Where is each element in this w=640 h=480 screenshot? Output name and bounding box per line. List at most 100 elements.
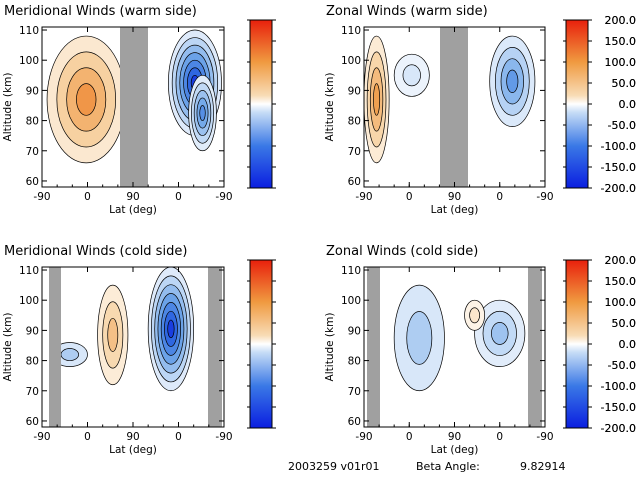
colorbar-tick-label: -50.0 bbox=[608, 119, 636, 132]
y-tick-label: 70 bbox=[26, 386, 39, 398]
x-tick-label: -90 bbox=[33, 191, 50, 203]
colorbar-tick-label: 150.0 bbox=[605, 275, 637, 288]
data-gap-2 bbox=[528, 267, 542, 427]
y-axis-label: Altitude (km) bbox=[324, 73, 336, 142]
x-tick-label: 0 bbox=[496, 191, 503, 203]
chart-title: Zonal Winds (warm side) bbox=[326, 4, 488, 19]
x-tick-label: -90 bbox=[215, 191, 232, 203]
x-tick-label: -90 bbox=[355, 191, 372, 203]
y-tick-label: 80 bbox=[26, 116, 39, 128]
y-axis-label: Altitude (km) bbox=[324, 313, 336, 382]
x-tick-label: 0 bbox=[175, 191, 182, 203]
data-gap-1 bbox=[440, 27, 468, 187]
x-tick-label: 0 bbox=[84, 191, 91, 203]
contour-positive-3-level-2 bbox=[469, 307, 480, 324]
y-tick-label: 110 bbox=[19, 25, 39, 37]
y-tick-label: 80 bbox=[348, 356, 361, 368]
x-tick-label: 90 bbox=[126, 191, 139, 203]
colorbar-tick-label: 150.0 bbox=[605, 35, 637, 48]
y-axis-label: Altitude (km) bbox=[2, 313, 14, 382]
colorbar-tick-label: -100.0 bbox=[601, 140, 636, 153]
colorbar-tick-label: -150.0 bbox=[601, 161, 636, 174]
footer-beta-value: 9.82914 bbox=[520, 460, 566, 473]
colorbar-tick-label: -100.0 bbox=[601, 380, 636, 393]
x-axis-label: Lat (deg) bbox=[431, 444, 479, 456]
colorbar-3: 200.0 150.0 100.0 50.0 0.0 -50.0 -100.0 -150.0 -… bbox=[247, 254, 636, 435]
footer-beta-label: Beta Angle: bbox=[416, 460, 480, 473]
footer-id-text: 2003259 v01r01 bbox=[288, 460, 380, 473]
y-tick-label: 80 bbox=[348, 116, 361, 128]
colorbar-gradient bbox=[249, 19, 273, 189]
colorbar-tick-label: -200.0 bbox=[601, 422, 636, 435]
x-tick-label: 0 bbox=[406, 191, 413, 203]
colorbar-tick-label: -150.0 bbox=[601, 401, 636, 414]
colorbar-gradient bbox=[249, 259, 273, 429]
x-tick-label: 90 bbox=[448, 191, 461, 203]
colorbar-tick-label: 50.0 bbox=[612, 317, 637, 330]
x-tick-label: 0 bbox=[84, 431, 91, 443]
x-tick-label: 0 bbox=[496, 431, 503, 443]
chart-panel-4: Zonal Winds (cold side) -90 0 90 0 -90 Lat (de… bbox=[324, 244, 554, 456]
y-tick-label: 60 bbox=[26, 176, 39, 188]
data-gap-1 bbox=[120, 27, 148, 187]
contour-negative-2-level-7 bbox=[167, 319, 175, 339]
contour-negative-2-level-3 bbox=[491, 321, 509, 345]
contour-negative-3-level-2 bbox=[60, 348, 80, 361]
x-axis-label: Lat (deg) bbox=[109, 444, 157, 456]
colorbar-tick-label: -150.0 bbox=[601, 401, 636, 414]
colorbar-tick-label: -50.0 bbox=[608, 359, 636, 372]
colorbar-2: 200.0 150.0 100.0 50.0 0.0 -50.0 -100.0 -150.0 -… bbox=[563, 14, 636, 195]
colorbar-tick-label: -150.0 bbox=[601, 161, 636, 174]
x-tick-label: 0 bbox=[175, 431, 182, 443]
contour-negative-3-level-4 bbox=[506, 69, 519, 94]
y-tick-label: 70 bbox=[348, 386, 361, 398]
x-tick-label: -90 bbox=[536, 191, 553, 203]
colorbar-1: 200.0 150.0 100.0 50.0 0.0 -50.0 -100.0 -150.0 -… bbox=[247, 14, 636, 195]
y-tick-label: 60 bbox=[348, 176, 361, 188]
chart-title: Meridional Winds (cold side) bbox=[4, 244, 187, 259]
colorbar-tick-label: -50.0 bbox=[608, 119, 636, 132]
y-tick-label: 90 bbox=[348, 325, 361, 337]
colorbar-tick-label: 0.0 bbox=[619, 338, 637, 351]
y-tick-label: 100 bbox=[341, 55, 361, 67]
y-tick-label: 70 bbox=[348, 146, 361, 158]
colorbar-tick-label: 0.0 bbox=[619, 98, 637, 111]
plot-area bbox=[364, 267, 545, 427]
x-tick-label: 90 bbox=[126, 431, 139, 443]
x-axis-label: Lat (deg) bbox=[109, 204, 157, 216]
colorbar-tick-label: 0.0 bbox=[619, 338, 637, 351]
colorbar-tick-label: 100.0 bbox=[605, 296, 637, 309]
chart-title: Zonal Winds (cold side) bbox=[326, 244, 478, 259]
y-tick-label: 90 bbox=[26, 325, 39, 337]
x-axis-label: Lat (deg) bbox=[431, 204, 479, 216]
colorbar-tick-label: -200.0 bbox=[601, 422, 636, 435]
colorbar-tick-label: 100.0 bbox=[605, 56, 637, 69]
colorbar-tick-label: -200.0 bbox=[601, 182, 636, 195]
x-tick-label: -90 bbox=[33, 431, 50, 443]
plot-area bbox=[42, 267, 224, 427]
colorbar-tick-label: 100.0 bbox=[605, 296, 637, 309]
y-tick-label: 110 bbox=[341, 265, 361, 277]
colorbar-tick-label: 0.0 bbox=[619, 98, 637, 111]
colorbar-tick-label: 50.0 bbox=[612, 317, 637, 330]
x-tick-label: 90 bbox=[448, 431, 461, 443]
colorbar-tick-label: 200.0 bbox=[605, 14, 637, 27]
y-tick-label: 70 bbox=[26, 146, 39, 158]
x-tick-label: 0 bbox=[406, 431, 413, 443]
colorbar-tick-label: 150.0 bbox=[605, 275, 637, 288]
colorbar-tick-label: 50.0 bbox=[612, 77, 637, 90]
colorbar-tick-label: -50.0 bbox=[608, 359, 636, 372]
contour-negative-2-level-2 bbox=[402, 64, 421, 87]
contour-negative-1-level-2 bbox=[406, 311, 433, 365]
data-gap-1 bbox=[367, 267, 380, 427]
chart-panel-1: Meridional Winds (warm side) -90 0 90 0 -90 La… bbox=[2, 4, 233, 216]
contour-positive-1-level-4 bbox=[76, 83, 97, 116]
data-gap-2 bbox=[208, 267, 222, 427]
chart-panel-3: Meridional Winds (cold side) -90 0 90 0 -90 La… bbox=[2, 244, 233, 456]
y-tick-label: 90 bbox=[26, 85, 39, 97]
x-tick-label: -90 bbox=[355, 431, 372, 443]
y-tick-label: 100 bbox=[19, 55, 39, 67]
y-tick-label: 100 bbox=[19, 295, 39, 307]
colorbar-tick-label: 100.0 bbox=[605, 56, 637, 69]
